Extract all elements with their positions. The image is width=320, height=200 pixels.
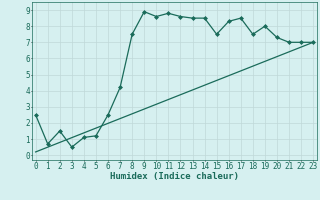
X-axis label: Humidex (Indice chaleur): Humidex (Indice chaleur) — [110, 172, 239, 181]
